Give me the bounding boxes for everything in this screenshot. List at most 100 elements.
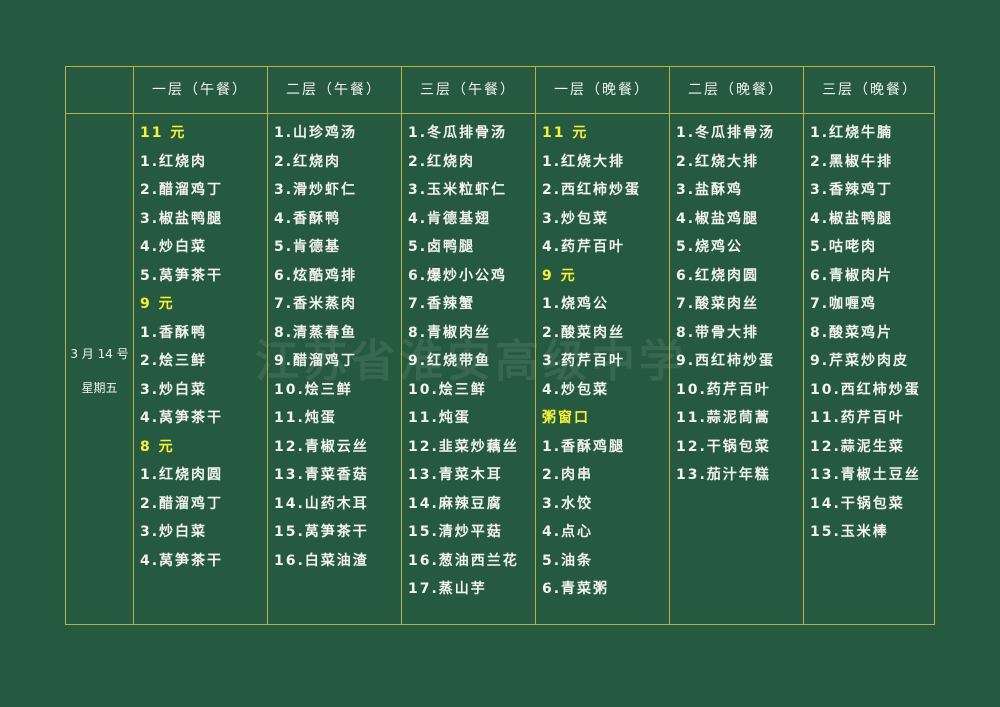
menu-item: 5.咕咾肉 xyxy=(810,239,878,255)
menu-item: 4.药芹百叶 xyxy=(542,239,626,255)
menu-item: 2.酸菜肉丝 xyxy=(542,324,626,341)
menu-item: 1.冬瓜排骨汤 xyxy=(408,125,508,141)
menu-item: 3.滑炒虾仁 xyxy=(274,182,358,198)
menu-item: 10.烩三鲜 xyxy=(274,381,353,398)
column-header: 三层（午餐） xyxy=(420,82,516,98)
menu-item: 12.青椒云丝 xyxy=(274,438,369,455)
column-divider xyxy=(669,67,670,624)
date-cell: 3 月 14 号 星期五 xyxy=(66,337,133,405)
menu-item: 15.莴笋茶干 xyxy=(274,524,369,540)
menu-item: 6.炫酷鸡排 xyxy=(274,267,358,284)
price-heading: 11 元 xyxy=(542,125,589,141)
menu-item: 12.韭菜炒藕丝 xyxy=(408,438,519,455)
menu-item: 3.炒白菜 xyxy=(140,524,208,540)
menu-item: 11.药芹百叶 xyxy=(810,410,905,426)
menu-item: 5.莴笋茶干 xyxy=(140,267,224,284)
menu-item: 4.椒盐鸭腿 xyxy=(810,210,894,227)
menu-item: 6.红烧肉圆 xyxy=(676,267,760,284)
price-heading: 粥窗口 xyxy=(542,410,590,426)
menu-item: 8.青椒肉丝 xyxy=(408,324,492,341)
school-watermark: 江苏省淮安高级中学 xyxy=(255,336,687,387)
menu-item: 1.山珍鸡汤 xyxy=(274,125,358,141)
menu-item: 6.青菜粥 xyxy=(542,581,610,597)
menu-item: 4.点心 xyxy=(542,524,594,540)
menu-item: 3.炒包菜 xyxy=(542,210,610,227)
menu-item: 2.醋溜鸡丁 xyxy=(140,182,224,198)
menu-item: 5.肯德基 xyxy=(274,239,342,255)
menu-item: 9.芹菜炒肉皮 xyxy=(810,353,910,369)
menu-item: 10.烩三鲜 xyxy=(408,381,487,398)
menu-item: 8.带骨大排 xyxy=(676,324,760,341)
menu-item: 3.盐酥鸡 xyxy=(676,182,744,198)
menu-item: 10.西红柿炒蛋 xyxy=(810,381,921,398)
menu-item: 2.红烧肉 xyxy=(274,153,342,170)
menu-item: 9.醋溜鸡丁 xyxy=(274,353,358,369)
menu-column: 1.冬瓜排骨汤 2.红烧肉 3.玉米粒虾仁 4.肯德基翅 5.卤鸭腿 6.爆炒小公鸡 7.香… xyxy=(408,119,519,604)
menu-item: 8.清蒸春鱼 xyxy=(274,324,358,341)
menu-item: 10.药芹百叶 xyxy=(676,381,771,398)
menu-item: 14.干锅包菜 xyxy=(810,495,905,512)
menu-item: 1.红烧肉 xyxy=(140,153,208,170)
menu-item: 7.香辣蟹 xyxy=(408,296,476,312)
menu-item: 1.烧鸡公 xyxy=(542,296,610,312)
menu-column: 1.红烧牛腩 2.黑椒牛排 3.香辣鸡丁 4.椒盐鸭腿 5.咕咾肉 6.青椒肉片 7.咖喱鸡… xyxy=(810,119,921,547)
menu-item: 13.茄汁年糕 xyxy=(676,467,771,483)
column-header: 三层（晚餐） xyxy=(822,82,918,98)
menu-item: 2.烩三鲜 xyxy=(140,353,208,369)
menu-item: 4.肯德基翅 xyxy=(408,210,492,227)
menu-column: 1.山珍鸡汤 2.红烧肉 3.滑炒虾仁 4.香酥鸭 5.肯德基 6.炫酷鸡排 7.香米蒸肉 8… xyxy=(274,119,369,575)
menu-item: 15.玉米棒 xyxy=(810,524,889,540)
menu-item: 4.炒包菜 xyxy=(542,381,610,398)
menu-item: 1.冬瓜排骨汤 xyxy=(676,125,776,141)
menu-item: 12.干锅包菜 xyxy=(676,438,771,455)
menu-item: 3.炒白菜 xyxy=(140,381,208,398)
menu-item: 3.药芹百叶 xyxy=(542,353,626,369)
date-label: 3 月 14 号 xyxy=(70,347,129,361)
menu-item: 2.红烧肉 xyxy=(408,153,476,170)
menu-item: 1.红烧大排 xyxy=(542,153,626,170)
menu-item: 16.白菜油渣 xyxy=(274,552,369,569)
menu-item: 14.山药木耳 xyxy=(274,495,369,512)
menu-item: 3.玉米粒虾仁 xyxy=(408,182,508,198)
menu-item: 2.醋溜鸡丁 xyxy=(140,495,224,512)
price-heading: 9 元 xyxy=(140,296,175,312)
menu-item: 2.黑椒牛排 xyxy=(810,153,894,170)
menu-item: 11.蒜泥茼蒿 xyxy=(676,410,771,426)
menu-item: 7.酸菜肉丝 xyxy=(676,296,760,312)
menu-item: 1.红烧肉圆 xyxy=(140,467,224,483)
menu-item: 11.炖蛋 xyxy=(408,410,471,426)
menu-item: 4.椒盐鸡腿 xyxy=(676,210,760,227)
column-header: 一层（午餐） xyxy=(152,82,248,98)
price-heading: 9 元 xyxy=(542,267,577,284)
menu-item: 1.香酥鸭 xyxy=(140,324,208,341)
weekday-label: 星期五 xyxy=(81,381,118,395)
menu-item: 16.葱油西兰花 xyxy=(408,552,519,569)
column-divider xyxy=(267,67,268,624)
menu-item: 5.卤鸭腿 xyxy=(408,239,476,255)
menu-item: 2.肉串 xyxy=(542,467,594,483)
menu-item: 9.西红柿炒蛋 xyxy=(676,353,776,369)
menu-item: 4.炒白菜 xyxy=(140,239,208,255)
column-divider xyxy=(133,67,134,624)
menu-item: 13.青菜木耳 xyxy=(408,467,503,483)
column-divider xyxy=(535,67,536,624)
menu-item: 5.烧鸡公 xyxy=(676,239,744,255)
menu-column: 11 元 1.红烧大排 2.西红柿炒蛋 3.炒包菜 4.药芹百叶 9 元 1.烧鸡公 2.酸菜… xyxy=(542,119,641,604)
menu-item: 3.香辣鸡丁 xyxy=(810,182,894,198)
menu-column: 1.冬瓜排骨汤 2.红烧大排 3.盐酥鸡 4.椒盐鸡腿 5.烧鸡公 6.红烧肉圆 7.酸菜肉… xyxy=(676,119,775,490)
menu-item: 11.炖蛋 xyxy=(274,410,337,426)
menu-item: 7.咖喱鸡 xyxy=(810,296,878,312)
price-heading: 8 元 xyxy=(140,438,175,455)
column-divider xyxy=(401,67,402,624)
menu-item: 4.香酥鸭 xyxy=(274,210,342,227)
menu-item: 3.椒盐鸭腿 xyxy=(140,210,224,227)
price-heading: 11 元 xyxy=(140,125,187,141)
menu-item: 8.酸菜鸡片 xyxy=(810,324,894,341)
menu-item: 4.莴笋茶干 xyxy=(140,552,224,569)
header-divider xyxy=(66,113,934,114)
menu-item: 13.青椒土豆丝 xyxy=(810,467,921,483)
menu-item: 1.香酥鸡腿 xyxy=(542,438,626,455)
menu-item: 6.青椒肉片 xyxy=(810,267,894,284)
menu-item: 4.莴笋茶干 xyxy=(140,410,224,426)
menu-item: 13.青菜香菇 xyxy=(274,467,369,483)
